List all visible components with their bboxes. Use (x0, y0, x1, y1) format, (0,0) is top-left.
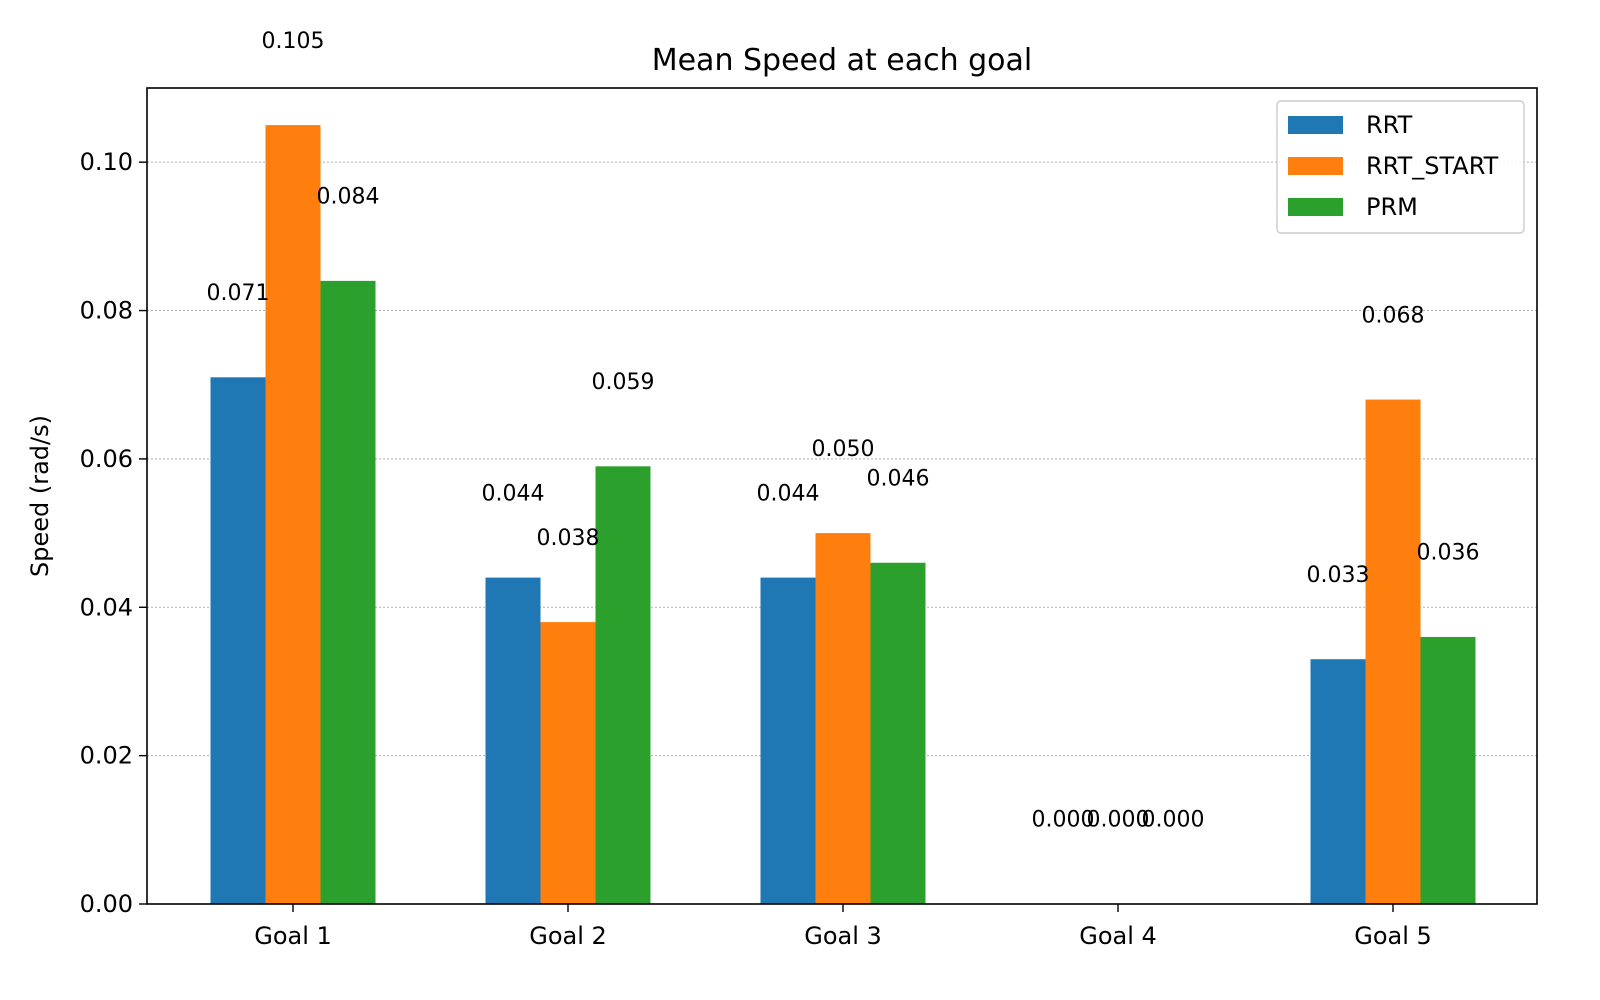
legend-swatch (1288, 198, 1343, 216)
x-axis: Goal 1 Goal 2 Goal 3 Goal 4 Goal 5 (254, 904, 1432, 950)
data-label: 0.000 (1032, 808, 1095, 833)
y-axis: 0.00 0.02 0.04 0.06 0.08 0.10 (80, 148, 147, 918)
legend: RRT RRT_START PRM (1276, 100, 1525, 234)
data-label: 0.036 (1417, 541, 1480, 566)
data-label: 0.068 (1362, 303, 1425, 328)
plot-area-frame (146, 87, 1538, 905)
y-axis-label: Speed (rad/s) (26, 415, 54, 577)
bar-rrt-start (540, 622, 596, 904)
bar-prm (870, 562, 926, 904)
y-tick-label: 0.06 (80, 445, 133, 473)
x-tick-label: Goal 3 (804, 922, 882, 950)
data-label: 0.105 (262, 29, 325, 54)
y-tick-label: 0.00 (80, 890, 133, 918)
data-label: 0.044 (482, 481, 545, 506)
bar-rrt (760, 577, 816, 904)
chart-title: Mean Speed at each goal (652, 43, 1033, 78)
y-tick-label: 0.08 (80, 297, 133, 325)
bar-rrt (485, 577, 541, 904)
legend-label: RRT_START (1366, 152, 1499, 180)
x-tick-label: Goal 1 (254, 922, 332, 950)
y-tick-label: 0.02 (80, 742, 133, 770)
legend-label: PRM (1366, 193, 1418, 221)
bar-rrt-start (815, 533, 871, 904)
data-label: 0.046 (867, 466, 930, 491)
bars (210, 125, 1476, 904)
legend-swatch (1288, 116, 1343, 134)
data-label: 0.050 (812, 437, 875, 462)
bar-prm (320, 280, 376, 904)
bar-rrt (210, 377, 266, 904)
data-label: 0.059 (592, 370, 655, 395)
data-label: 0.000 (1087, 808, 1150, 833)
data-label: 0.033 (1307, 563, 1370, 588)
bar-rrt-start (1365, 399, 1421, 904)
data-label: 0.000 (1142, 808, 1205, 833)
x-tick-label: Goal 2 (529, 922, 607, 950)
data-labels: 0.071 0.044 0.044 0.000 0.033 0.105 0.038 0.050… (207, 29, 1480, 833)
x-tick-label: Goal 4 (1079, 922, 1157, 950)
bar-rrt (1310, 659, 1366, 904)
data-label: 0.044 (757, 481, 820, 506)
data-label: 0.084 (317, 185, 380, 210)
data-label: 0.038 (537, 526, 600, 551)
y-tick-label: 0.04 (80, 593, 133, 621)
x-tick-label: Goal 5 (1354, 922, 1432, 950)
data-label: 0.071 (207, 281, 270, 306)
y-tick-label: 0.10 (80, 148, 133, 176)
legend-label: RRT (1366, 111, 1413, 139)
bar-rrt-start (265, 125, 321, 904)
bar-prm (1420, 636, 1476, 904)
bar-prm (595, 466, 651, 904)
legend-swatch (1288, 157, 1343, 175)
